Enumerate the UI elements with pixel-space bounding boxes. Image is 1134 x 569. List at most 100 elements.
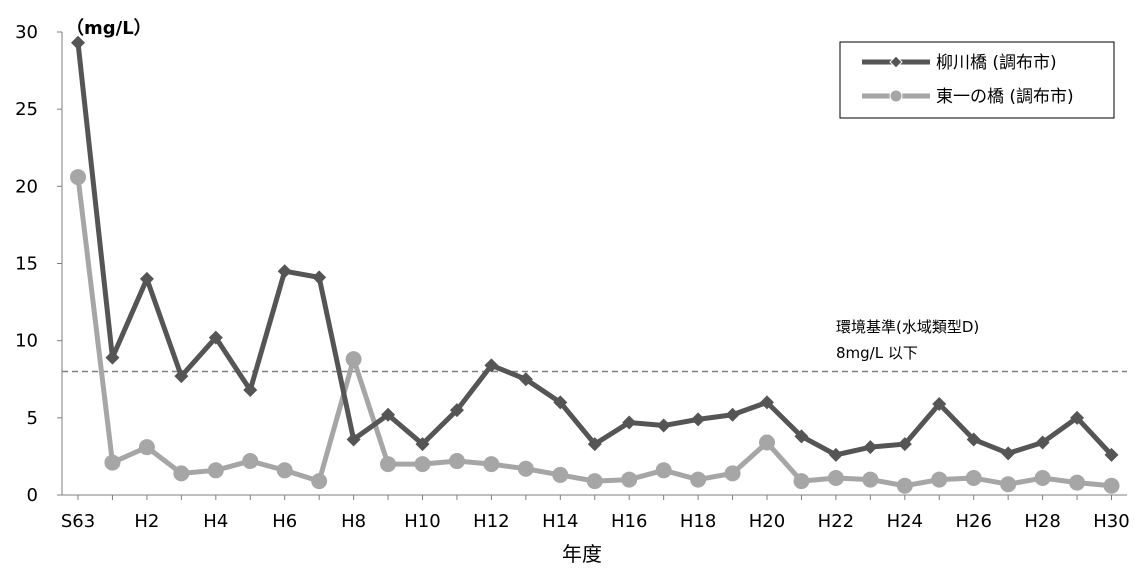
series-0 bbox=[71, 35, 1119, 462]
x-tick-label: H22 bbox=[818, 511, 854, 532]
data-point bbox=[965, 470, 982, 487]
data-point bbox=[690, 471, 707, 488]
data-point bbox=[1034, 470, 1051, 487]
data-point bbox=[1000, 476, 1017, 493]
data-point bbox=[760, 395, 774, 410]
data-point bbox=[138, 439, 155, 456]
data-point bbox=[448, 453, 465, 470]
data-point bbox=[139, 271, 154, 286]
data-point bbox=[621, 471, 638, 488]
data-point bbox=[104, 454, 121, 471]
data-point bbox=[243, 383, 258, 398]
legend-marker bbox=[889, 89, 903, 103]
data-point bbox=[483, 456, 500, 473]
data-point bbox=[656, 418, 671, 433]
data-point bbox=[725, 407, 740, 422]
x-tick-label: H18 bbox=[680, 511, 716, 532]
x-tick-label: H4 bbox=[203, 511, 228, 532]
data-point bbox=[517, 460, 534, 477]
series-layer bbox=[70, 35, 1120, 494]
x-tick-label: H2 bbox=[134, 511, 159, 532]
data-point bbox=[484, 358, 499, 373]
data-point bbox=[553, 395, 568, 410]
data-point bbox=[414, 456, 431, 473]
x-tick-label: H28 bbox=[1024, 511, 1060, 532]
x-tick-label: H16 bbox=[611, 511, 647, 532]
data-point bbox=[346, 432, 361, 447]
y-tick-label: 10 bbox=[15, 331, 38, 352]
x-tick-label: H24 bbox=[887, 511, 923, 532]
data-point bbox=[449, 403, 464, 418]
data-point bbox=[1070, 410, 1085, 425]
data-point bbox=[552, 466, 569, 483]
x-tick-label: H10 bbox=[404, 511, 440, 532]
x-tick-label: H8 bbox=[341, 511, 366, 532]
data-point bbox=[966, 432, 981, 447]
data-point bbox=[71, 35, 85, 50]
data-point bbox=[691, 412, 706, 427]
reference-label-line2: 8mg/L 以下 bbox=[836, 344, 918, 362]
data-point bbox=[1035, 435, 1050, 450]
x-tick-label: H26 bbox=[955, 511, 991, 532]
data-point bbox=[587, 437, 602, 452]
x-axis-title: 年度 bbox=[562, 542, 602, 566]
data-point bbox=[276, 462, 293, 479]
x-tick-label: H6 bbox=[272, 511, 297, 532]
data-point bbox=[622, 415, 637, 430]
data-point bbox=[518, 372, 533, 387]
legend-item: 柳川橋 (調布市) bbox=[862, 53, 1057, 73]
data-point bbox=[932, 396, 947, 411]
data-point bbox=[896, 477, 913, 494]
x-tick-label: H12 bbox=[473, 511, 509, 532]
data-point bbox=[759, 434, 775, 451]
legend-item: 東一の橋 (調布市) bbox=[862, 87, 1074, 107]
data-point bbox=[207, 462, 224, 479]
unit-label: （mg/L） bbox=[66, 18, 152, 39]
reference-label-line1: 環境基準(水域類型D) bbox=[836, 318, 979, 336]
y-tick-label: 0 bbox=[27, 485, 38, 506]
x-tick-label: H20 bbox=[749, 511, 785, 532]
data-point bbox=[1104, 447, 1119, 462]
data-point bbox=[586, 473, 603, 490]
data-point bbox=[311, 473, 328, 490]
data-point bbox=[827, 470, 844, 487]
data-point bbox=[862, 471, 879, 488]
data-point bbox=[345, 351, 362, 368]
data-point bbox=[242, 453, 259, 470]
legend: 柳川橋 (調布市) 東一の橋 (調布市) bbox=[839, 41, 1115, 119]
y-axis: 0 5 10 15 20 25 30 bbox=[15, 22, 63, 506]
data-point bbox=[793, 473, 810, 490]
y-tick-label: 20 bbox=[15, 176, 38, 197]
data-point bbox=[655, 462, 672, 479]
reference-line-group: 環境基準(水域類型D) 8mg/L 以下 bbox=[62, 318, 1127, 373]
data-point bbox=[70, 169, 86, 186]
y-tick-label: 15 bbox=[15, 254, 38, 275]
y-tick-label: 30 bbox=[15, 22, 38, 43]
data-point bbox=[173, 465, 190, 482]
data-point bbox=[208, 330, 223, 345]
x-tick-label: H14 bbox=[542, 511, 578, 532]
data-point bbox=[863, 440, 878, 455]
x-tick-label: H30 bbox=[1093, 511, 1129, 532]
data-point bbox=[724, 465, 741, 482]
data-point bbox=[1069, 474, 1086, 491]
data-point bbox=[828, 447, 843, 462]
legend-label: 東一の橋 (調布市) bbox=[936, 87, 1074, 107]
data-point bbox=[1103, 477, 1120, 494]
x-axis: S63 H2 H4 H6 H8 H10 H12 H14 H16 H18 H20 H22 H24 H26 H2… bbox=[61, 494, 1130, 532]
data-point bbox=[277, 264, 292, 279]
data-point bbox=[174, 369, 189, 384]
data-point bbox=[380, 456, 397, 473]
data-point bbox=[794, 429, 809, 444]
legend-marker bbox=[889, 55, 903, 69]
data-point bbox=[1001, 446, 1016, 461]
y-tick-label: 5 bbox=[27, 408, 38, 429]
data-point bbox=[312, 270, 327, 285]
data-point bbox=[897, 437, 912, 452]
y-tick-label: 25 bbox=[15, 99, 38, 120]
legend-box bbox=[839, 41, 1115, 119]
x-tick-label: S63 bbox=[61, 511, 95, 532]
data-point bbox=[381, 407, 396, 422]
data-point bbox=[415, 437, 430, 452]
